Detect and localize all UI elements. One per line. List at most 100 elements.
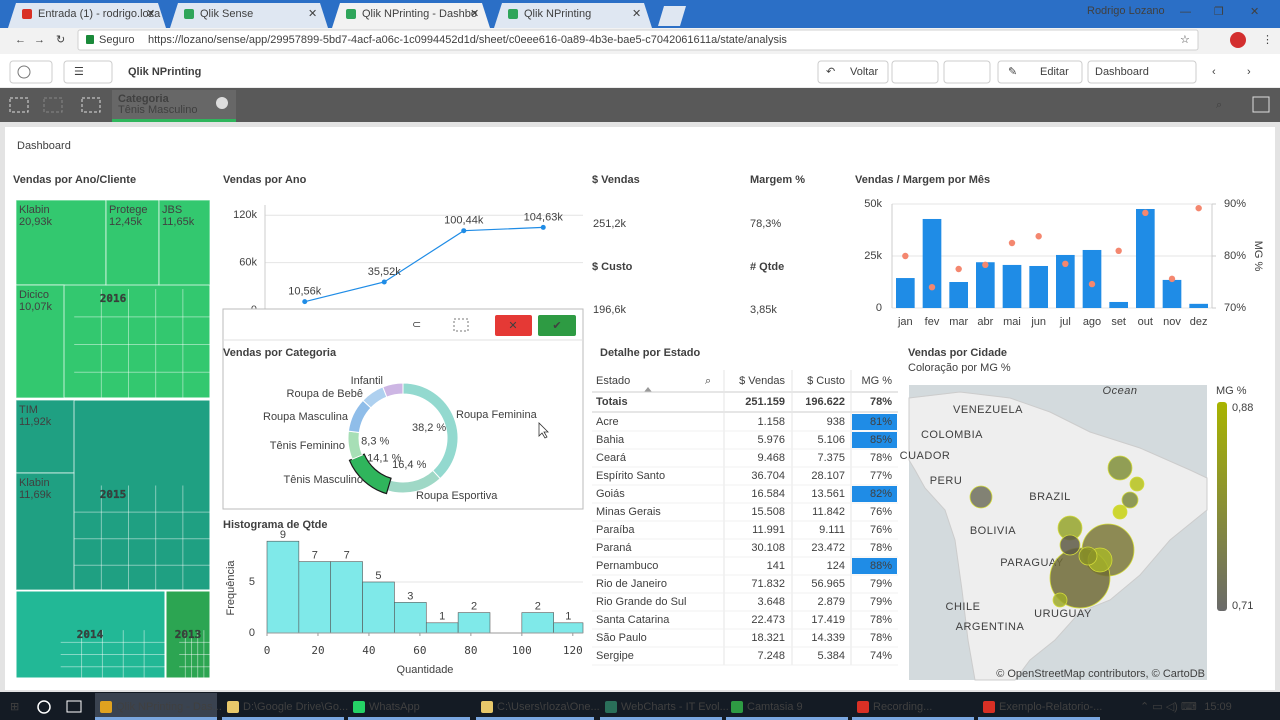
close-window[interactable]: ✕ (1250, 6, 1259, 18)
taskbar-item[interactable]: Exemplo-Relatorio-... (999, 701, 1102, 713)
city-bubble[interactable] (969, 485, 993, 509)
edit-button[interactable] (997, 60, 1083, 84)
treemap-cell[interactable] (15, 472, 75, 591)
margin-dot[interactable] (928, 284, 936, 291)
margin-dot[interactable] (1195, 204, 1202, 212)
margin-dot[interactable] (1115, 247, 1122, 254)
next-sheet[interactable]: › (1247, 66, 1251, 78)
back-button[interactable] (817, 60, 889, 84)
tab-close[interactable]: ✕ (308, 8, 317, 20)
table-cell[interactable]: Minas Gerais (596, 506, 661, 518)
selection-value[interactable]: Tênis Masculino (118, 104, 197, 116)
lasso-tool[interactable]: ⊂ (412, 319, 421, 331)
taskbar-item[interactable]: Recording... (873, 701, 932, 713)
histogram-bar[interactable] (330, 561, 363, 634)
clear-tool[interactable] (453, 318, 469, 332)
line-point[interactable] (461, 228, 467, 234)
bar[interactable] (949, 282, 968, 308)
back-label[interactable]: Voltar (850, 66, 878, 78)
tab-close[interactable]: ✕ (632, 8, 641, 20)
search-button[interactable] (37, 700, 51, 714)
histogram-bar[interactable] (521, 612, 554, 634)
tab-title[interactable]: Qlik NPrinting - Dashbo (362, 8, 477, 20)
histogram-bar[interactable] (266, 540, 300, 634)
selection-item[interactable] (112, 90, 236, 122)
bar[interactable] (1162, 279, 1182, 308)
column-header[interactable]: Estado (596, 375, 630, 387)
treemap-cell[interactable] (158, 199, 211, 286)
bar[interactable] (1136, 208, 1155, 308)
pie-slice[interactable] (348, 453, 392, 495)
city-bubble[interactable] (1078, 546, 1098, 566)
taskbar-item[interactable]: C:\Users\rloza\One... (497, 701, 600, 713)
browser-tab[interactable] (8, 3, 166, 28)
reload-icon[interactable]: ↻ (56, 34, 65, 46)
menu-button[interactable] (63, 60, 113, 84)
table-cell[interactable]: Espírito Santo (596, 470, 665, 482)
map-land[interactable] (908, 391, 1208, 681)
margin-dot[interactable] (1168, 275, 1176, 283)
city-bubble[interactable] (1107, 455, 1133, 481)
table-cell[interactable]: Rio Grande do Sul (596, 596, 687, 608)
margin-dot[interactable] (1035, 233, 1042, 240)
treemap-cell[interactable] (15, 199, 107, 286)
url[interactable]: https://lozano/sense/app/29957899-5bd7-4… (148, 34, 787, 46)
clear-all-icon[interactable] (81, 97, 101, 113)
minimize[interactable]: — (1180, 6, 1191, 18)
margin-dot[interactable] (1142, 209, 1149, 217)
city-bubble[interactable] (1129, 476, 1145, 492)
pie-slice[interactable] (382, 382, 404, 398)
bookmark-button[interactable] (943, 60, 991, 84)
taskbar-item[interactable]: D:\Google Drive\Go... (243, 701, 348, 713)
tab-title[interactable]: Qlik Sense (200, 8, 253, 20)
nav-button[interactable] (9, 60, 53, 84)
bar[interactable] (1002, 264, 1022, 308)
star-icon[interactable]: ☆ (1180, 34, 1190, 46)
back-icon[interactable]: ← (15, 34, 26, 46)
column-header[interactable]: $ Vendas (739, 375, 785, 387)
column-header[interactable]: MG % (861, 375, 892, 387)
clear-selection[interactable] (216, 97, 228, 109)
histogram-bar[interactable] (553, 622, 584, 634)
confirm-button[interactable] (538, 315, 576, 336)
margin-dot[interactable] (955, 265, 962, 273)
treemap-cell[interactable] (105, 199, 160, 286)
line-point[interactable] (540, 224, 546, 230)
taskbar-item[interactable]: Camtasia 9 (747, 701, 803, 713)
bar[interactable] (1029, 265, 1048, 308)
city-bubble[interactable] (1052, 592, 1068, 608)
bar[interactable] (896, 278, 915, 308)
bar[interactable] (1056, 254, 1075, 308)
table-cell[interactable]: São Paulo (596, 632, 647, 644)
taskbar-item[interactable]: WebCharts - IT Evol... (621, 701, 729, 713)
sheet-label[interactable]: Dashboard (1095, 66, 1149, 78)
histogram-bar[interactable] (457, 612, 491, 634)
present-button[interactable] (891, 60, 939, 84)
histogram-bar[interactable] (425, 622, 459, 634)
table-cell[interactable]: Sergipe (596, 650, 634, 662)
step-forward-icon[interactable] (43, 97, 63, 113)
omnibox[interactable] (77, 29, 1199, 51)
table-cell[interactable]: Ceará (596, 452, 627, 464)
selection-field[interactable]: Categoria (118, 93, 170, 105)
step-back-icon[interactable] (9, 97, 29, 113)
margin-dot[interactable] (902, 252, 909, 260)
column-header[interactable]: $ Custo (807, 375, 845, 387)
table-cell[interactable]: Paraíba (596, 524, 635, 536)
maximize[interactable]: ❐ (1214, 6, 1224, 18)
table-cell[interactable]: Rio de Janeiro (596, 578, 667, 590)
taskbar-item[interactable]: Qlik NPrinting - Das... (116, 701, 222, 713)
line-point[interactable] (381, 279, 387, 285)
table-cell[interactable]: Pernambuco (596, 560, 658, 572)
line-point[interactable] (302, 299, 308, 305)
bar[interactable] (1189, 303, 1208, 308)
browser-tab[interactable] (494, 3, 652, 28)
edit-label[interactable]: Editar (1040, 66, 1069, 78)
histogram-bar[interactable] (298, 561, 332, 634)
tab-title[interactable]: Entrada (1) - rodrigo.loza (38, 8, 161, 20)
margin-dot[interactable] (982, 261, 989, 269)
adblock-icon[interactable] (1230, 32, 1246, 48)
sheet-button[interactable] (1087, 60, 1197, 84)
tab-title[interactable]: Qlik NPrinting (524, 8, 591, 20)
histogram-bar[interactable] (394, 602, 427, 634)
